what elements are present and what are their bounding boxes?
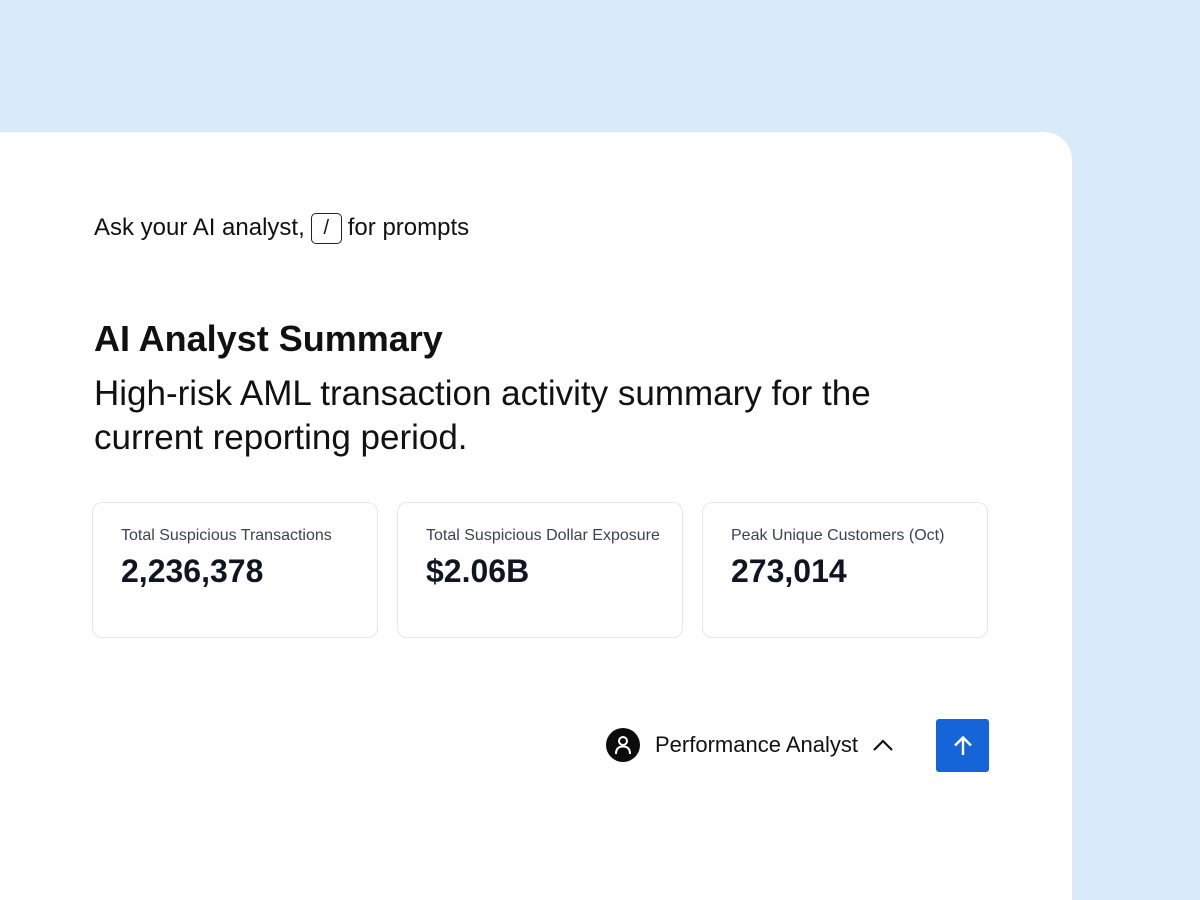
prompt-hint-text: Ask your AI analyst, (94, 214, 305, 241)
metric-label: Total Suspicious Dollar Exposure (426, 527, 660, 544)
metric-card-dollar-exposure: Total Suspicious Dollar Exposure $2.06B (397, 502, 683, 638)
metric-value: 2,236,378 (121, 553, 264, 589)
user-icon (606, 728, 640, 762)
metric-card-unique-customers: Peak Unique Customers (Oct) 273,014 (702, 502, 988, 638)
send-button[interactable] (936, 719, 989, 772)
summary-description: High-risk AML transaction activity summa… (94, 374, 871, 457)
analyst-selector-label: Performance Analyst (655, 732, 858, 757)
metric-value: $2.06B (426, 553, 530, 589)
prompt-hint-suffix: for prompts (347, 214, 470, 241)
arrow-up-icon (951, 734, 975, 758)
prompt-input-hint[interactable]: Ask your AI analyst, / for prompts (94, 210, 469, 246)
chevron-up-icon[interactable] (872, 738, 894, 752)
metric-card-transactions: Total Suspicious Transactions 2,236,378 (92, 502, 378, 638)
analyst-selector[interactable]: Performance Analyst (606, 728, 894, 762)
metric-label: Total Suspicious Transactions (121, 527, 332, 544)
metric-value: 273,014 (731, 553, 847, 589)
metric-label: Peak Unique Customers (Oct) (731, 527, 945, 544)
summary-title: AI Analyst Summary (94, 318, 443, 359)
shortcut-key: / (310, 212, 342, 244)
